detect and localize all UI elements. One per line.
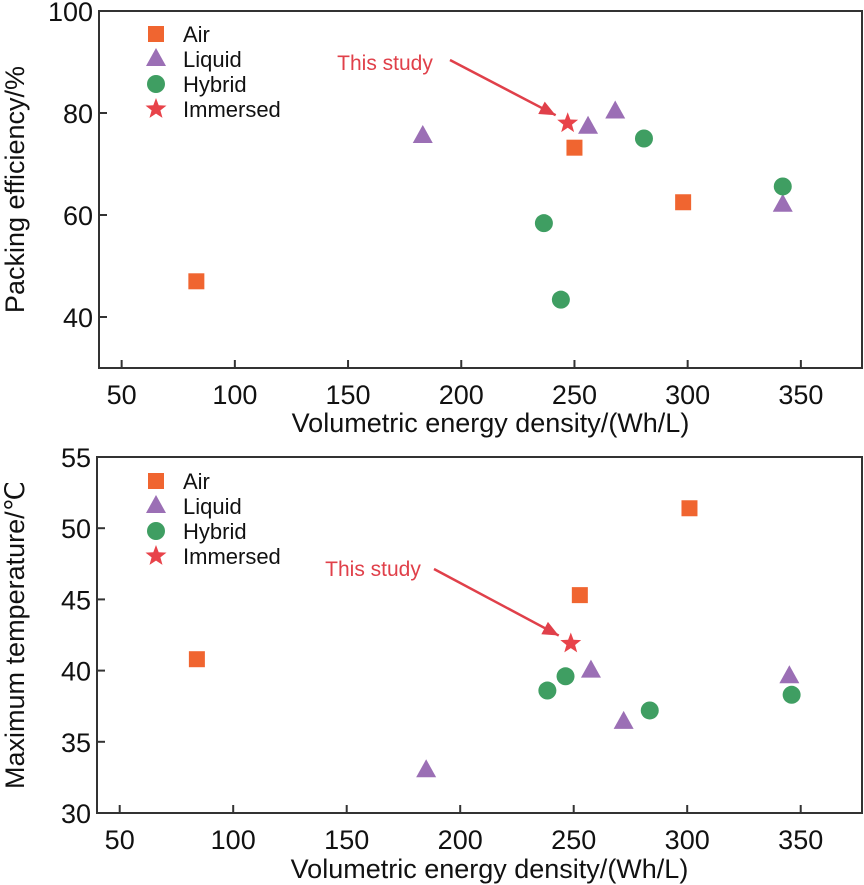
y-tick-label: 45 (61, 585, 91, 615)
x-tick-label: 100 (211, 825, 256, 855)
legend-item-air: Air (148, 469, 210, 494)
y-tick-label: 40 (63, 303, 93, 333)
legend-item-liquid: Liquid (146, 494, 242, 519)
plot-frame (98, 10, 863, 369)
x-tick-label: 300 (665, 825, 710, 855)
data-point-hybrid (640, 701, 659, 720)
y-tick-label: 35 (61, 728, 91, 758)
y-tick-label: 30 (61, 799, 91, 829)
data-point-air (188, 651, 205, 668)
series-hybrid (538, 667, 801, 720)
series-liquid (416, 659, 800, 778)
data-point-hybrid (634, 129, 653, 148)
data-point-hybrid (556, 667, 575, 686)
x-axis-title: Volumetric energy density/(Wh/L) (291, 854, 689, 884)
x-tick-label: 150 (326, 380, 371, 410)
legend-label: Air (183, 22, 210, 47)
legend-label: Liquid (183, 47, 242, 72)
y-tick-label: 100 (48, 0, 93, 27)
legend-label: Immersed (183, 544, 281, 569)
annotation-arrow-line (449, 58, 557, 117)
data-point-liquid (605, 100, 626, 119)
x-tick-label: 250 (552, 380, 597, 410)
data-point-hybrid (773, 177, 792, 196)
data-point-liquid (613, 710, 634, 729)
legend-label: Hybrid (183, 72, 247, 97)
y-tick-label: 50 (61, 514, 91, 544)
x-tick-label: 50 (105, 825, 135, 855)
legend-item-immersed: Immersed (145, 544, 281, 569)
data-point-air (681, 500, 698, 517)
legend-item-hybrid: Hybrid (147, 519, 247, 544)
legend-marker-star (145, 98, 167, 118)
legend-marker-star (145, 545, 167, 565)
series-immersed (560, 632, 582, 653)
x-tick-label: 100 (212, 380, 257, 410)
annotation-label: This study (325, 558, 421, 581)
y-axis-title: Packing efficiency/% (0, 66, 30, 313)
legend-marker-square (148, 473, 164, 489)
x-tick-label: 250 (551, 825, 596, 855)
legend-marker-triangle (146, 48, 166, 66)
chart-panel-1: 50 100 150 200 250 300 350 40 60 80 100 Volumetric … (0, 0, 863, 438)
annotation-arrow-line (433, 567, 560, 637)
x-tick-label: 150 (324, 825, 369, 855)
x-tick-label: 200 (438, 825, 483, 855)
x-tick-label: 350 (778, 825, 823, 855)
legend-label: Immersed (183, 97, 281, 122)
legend-item-immersed: Immersed (145, 97, 281, 122)
y-tick-label: 80 (63, 99, 93, 129)
y-tick-label: 55 (61, 443, 91, 473)
legend-item-hybrid: Hybrid (147, 72, 247, 97)
legend-marker-triangle (146, 495, 166, 513)
chart-panel-2: 50 100 150 200 250 300 350 30 35 40 45 50 55 Volumetr… (0, 443, 863, 884)
legend-label: Hybrid (183, 519, 247, 544)
data-point-liquid (416, 759, 437, 778)
x-tick-label: 50 (107, 380, 137, 410)
data-point-liquid (580, 659, 601, 678)
series-air (188, 139, 692, 290)
legend-marker-circle (147, 75, 165, 93)
series-liquid (412, 100, 793, 212)
plot-frame (96, 456, 863, 814)
y-axis-title: Maximum temperature/℃ (0, 481, 30, 789)
data-point-liquid (772, 193, 793, 212)
legend-marker-square (148, 26, 164, 42)
x-tick-label: 300 (665, 380, 710, 410)
y-tick-label: 60 (63, 201, 93, 231)
x-axis-title: Volumetric energy density/(Wh/L) (292, 408, 690, 438)
data-point-air (188, 273, 205, 290)
legend-label: Air (183, 469, 210, 494)
data-point-immersed (557, 112, 579, 133)
data-point-liquid (578, 115, 599, 134)
x-tick-label: 350 (778, 380, 823, 410)
series-immersed (557, 112, 579, 133)
data-point-air (675, 194, 692, 211)
series-hybrid (534, 129, 792, 309)
annotation-arrow-head (541, 621, 559, 636)
legend-item-air: Air (148, 22, 210, 47)
annotation-label: This study (337, 52, 433, 75)
y-tick-label: 40 (61, 657, 91, 687)
legend-item-liquid: Liquid (146, 47, 242, 72)
data-point-hybrid (534, 214, 553, 233)
data-point-liquid (412, 124, 433, 143)
legend-label: Liquid (183, 494, 242, 519)
annotation-arrow-head (538, 101, 556, 116)
data-point-liquid (779, 665, 800, 684)
x-tick-label: 200 (439, 380, 484, 410)
data-point-air (571, 587, 588, 604)
data-point-hybrid (782, 685, 801, 704)
data-point-air (566, 139, 583, 156)
data-point-hybrid (538, 681, 557, 700)
data-point-immersed (560, 632, 582, 653)
series-air (188, 500, 698, 668)
data-point-hybrid (551, 290, 570, 309)
legend-marker-circle (147, 522, 165, 540)
